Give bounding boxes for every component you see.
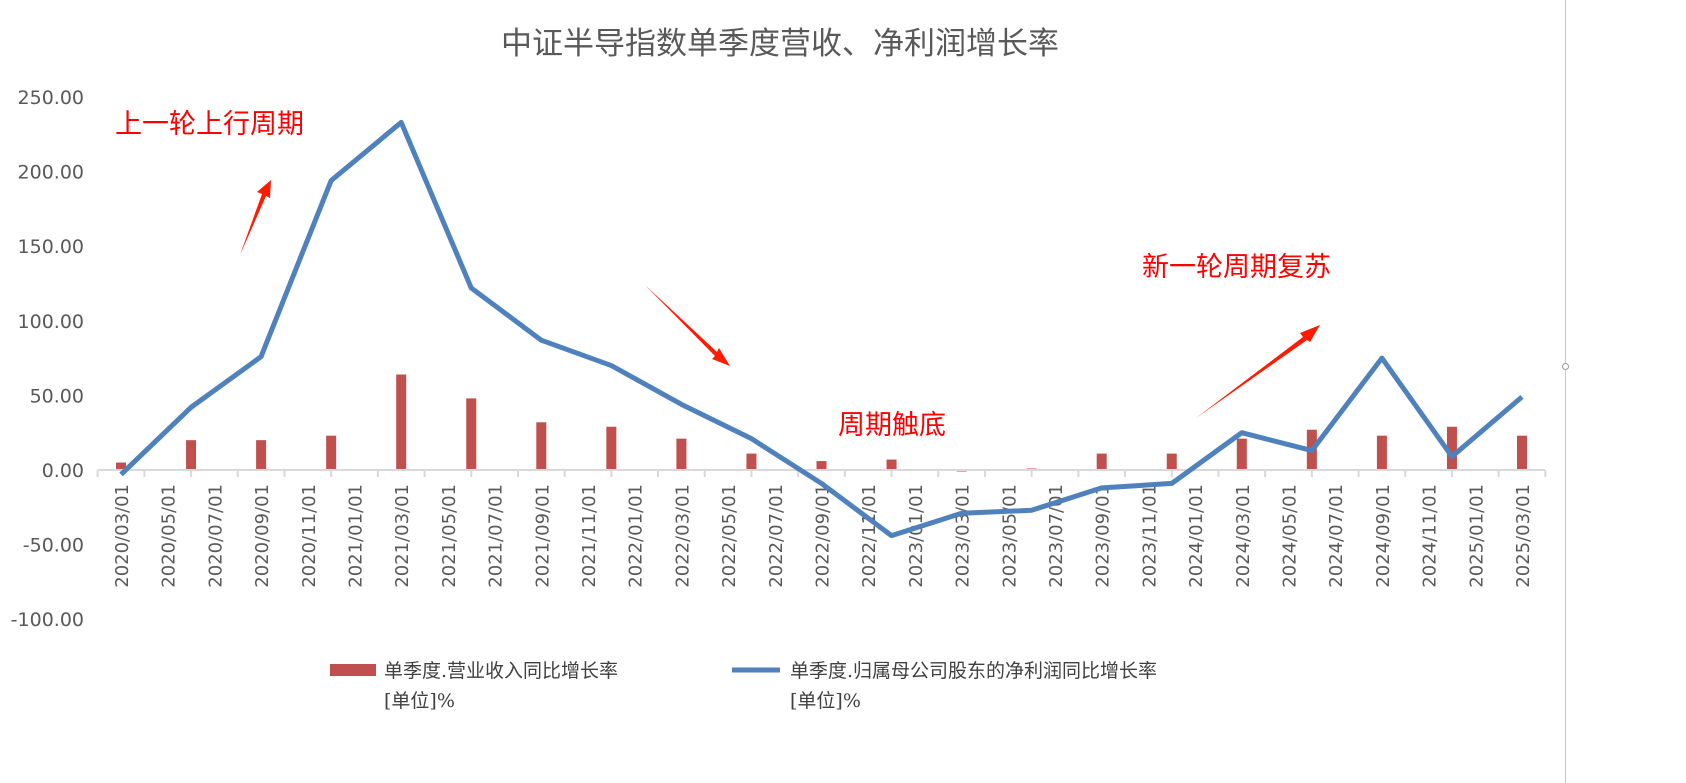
x-tick-label: 2022/09/01 [813, 484, 834, 588]
revenue-growth-bar [326, 435, 337, 470]
x-tick-label: 2025/03/01 [1513, 484, 1534, 588]
resize-handle[interactable] [1562, 363, 1569, 370]
x-tick-label: 2020/03/01 [112, 484, 133, 588]
legend-line-unit: [单位]% [790, 690, 861, 712]
x-tick-label: 2020/07/01 [205, 484, 226, 588]
y-tick-label: 50.00 [30, 385, 84, 407]
x-tick-label: 2023/05/01 [999, 484, 1020, 588]
revenue-growth-bar [746, 453, 757, 470]
arrow-up-icon [240, 180, 271, 255]
revenue-growth-bar [1517, 435, 1527, 470]
x-tick-label: 2020/05/01 [159, 484, 180, 588]
x-tick-label: 2022/01/01 [626, 484, 647, 588]
revenue-growth-bar [186, 440, 197, 470]
chart-frame-edge [1565, 0, 1566, 783]
revenue-growth-bar [396, 374, 407, 470]
x-tick-label: 2024/09/01 [1373, 484, 1394, 588]
legend-bar-unit: [单位]% [384, 690, 455, 712]
legend-line-label: 单季度.归属母公司股东的净利润同比增长率 [790, 660, 1157, 682]
x-tick-label: 2023/09/01 [1093, 484, 1114, 588]
x-tick-label: 2023/07/01 [1046, 484, 1067, 588]
arrow-up-right-icon [1196, 325, 1320, 418]
annotation-upcycle: 上一轮上行周期 [115, 109, 304, 140]
y-tick-label: 150.00 [18, 236, 84, 258]
revenue-growth-bar [116, 462, 126, 470]
annotation-bottom: 周期触底 [838, 410, 946, 441]
x-tick-label: 2024/07/01 [1326, 484, 1347, 588]
revenue-growth-bar [676, 438, 687, 470]
net-profit-growth-line [119, 119, 1524, 539]
x-tick-label: 2023/01/01 [906, 484, 927, 588]
revenue-growth-bar [886, 459, 897, 470]
x-tick-label: 2023/11/01 [1139, 484, 1160, 588]
revenue-growth-bar [536, 422, 547, 470]
x-tick-label: 2023/03/01 [953, 484, 974, 588]
annotation-recovery: 新一轮周期复苏 [1142, 252, 1331, 283]
y-tick-label: -50.00 [23, 535, 84, 557]
y-tick-label: 100.00 [18, 311, 84, 333]
x-tick-label: 2024/05/01 [1280, 484, 1301, 588]
legend-bar-label: 单季度.营业收入同比增长率 [384, 660, 618, 682]
x-tick-label: 2022/11/01 [859, 484, 880, 588]
x-tick-label: 2021/09/01 [532, 484, 553, 588]
x-tick-label: 2021/07/01 [486, 484, 507, 588]
revenue-growth-bar [816, 461, 827, 470]
revenue-growth-bar [1236, 438, 1247, 470]
revenue-growth-bar [606, 426, 617, 470]
revenue-growth-bar [1446, 426, 1457, 470]
x-tick-label: 2022/05/01 [719, 484, 740, 588]
revenue-growth-bar [1376, 435, 1387, 470]
x-tick-label: 2020/11/01 [299, 484, 320, 588]
arrow-down-icon [645, 285, 730, 366]
x-tick-label: 2021/01/01 [346, 484, 367, 588]
revenue-growth-bar [1096, 453, 1107, 470]
x-tick-label: 2022/03/01 [672, 484, 693, 588]
x-tick-label: 2024/11/01 [1420, 484, 1441, 588]
legend-bar-swatch [330, 664, 376, 676]
y-tick-label: 200.00 [18, 162, 84, 184]
x-tick-label: 2021/05/01 [439, 484, 460, 588]
y-tick-label: 250.00 [18, 87, 84, 109]
x-tick-label: 2022/07/01 [766, 484, 787, 588]
x-tick-label: 2025/01/01 [1466, 484, 1487, 588]
x-tick-label: 2021/11/01 [579, 484, 600, 588]
x-tick-label: 2020/09/01 [252, 484, 273, 588]
chart-title: 中证半导指数单季度营收、净利润增长率 [501, 26, 1059, 62]
revenue-growth-bar [1166, 453, 1177, 470]
x-tick-label: 2024/01/01 [1186, 484, 1207, 588]
y-tick-label: -100.00 [11, 609, 84, 631]
x-tick-label: 2024/03/01 [1233, 484, 1254, 588]
legend: 单季度.营业收入同比增长率 [单位]% 单季度.归属母公司股东的净利润同比增长率… [330, 660, 1157, 712]
y-tick-label: 0.00 [42, 460, 84, 482]
revenue-growth-bar [466, 398, 477, 470]
revenue-growth-bar [256, 440, 267, 470]
x-tick-label: 2021/03/01 [392, 484, 413, 588]
